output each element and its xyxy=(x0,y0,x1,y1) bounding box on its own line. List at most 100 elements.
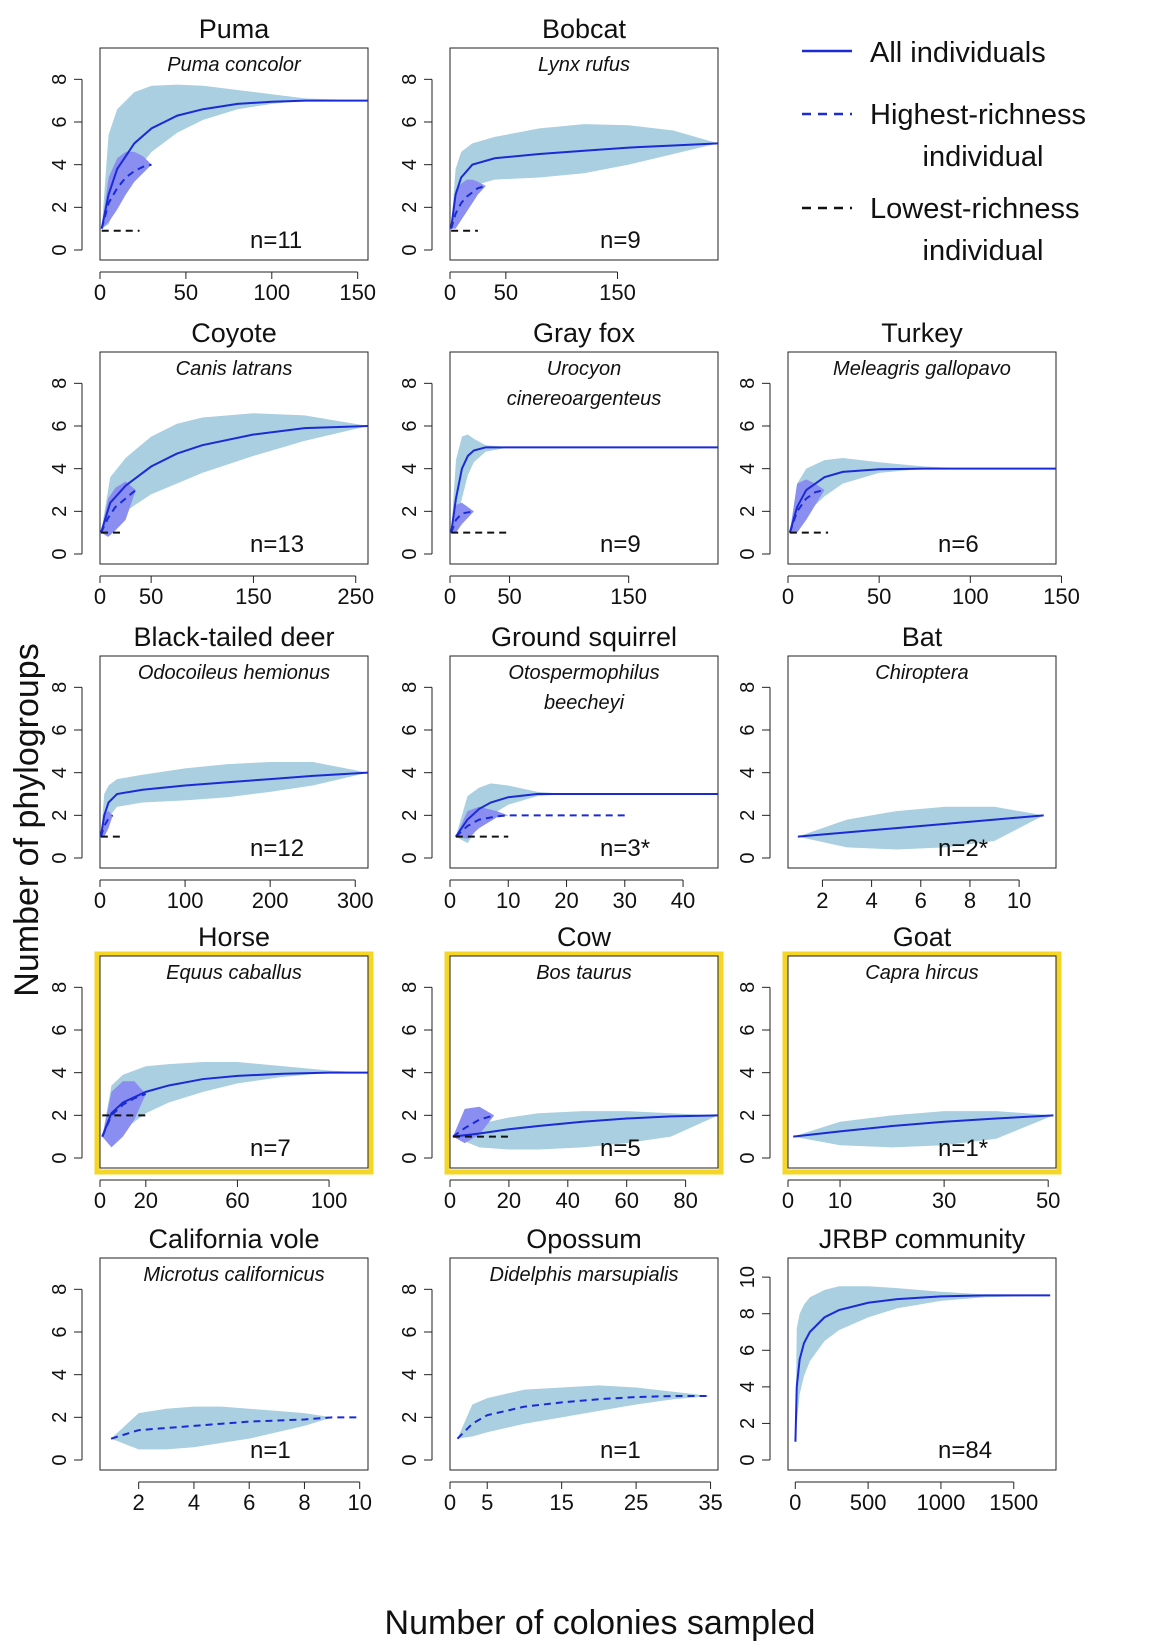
sample-size-label: n=12 xyxy=(250,835,304,862)
all-individuals-line xyxy=(788,467,1056,533)
panel-subtitle: Chiroptera xyxy=(875,662,968,684)
x-tick-label: 50 xyxy=(867,584,891,609)
highest-richness-line xyxy=(100,489,137,534)
panel-subtitle: beecheyi xyxy=(544,692,625,714)
plot-frame xyxy=(449,351,719,565)
y-tick-label: 4 xyxy=(49,1067,71,1078)
y-tick-label: 0 xyxy=(737,852,759,863)
x-tick-label: 150 xyxy=(610,584,647,609)
x-tick-label: 10 xyxy=(347,1490,371,1515)
highest-richness-band xyxy=(451,502,474,533)
all-individuals-line xyxy=(450,142,719,229)
panel-subtitle: Equus caballus xyxy=(166,962,302,984)
x-tick-label: 8 xyxy=(964,888,976,913)
panel-title: Opossum xyxy=(526,1224,642,1254)
y-tick-label: 8 xyxy=(399,1284,421,1295)
panel-bat: Bat Chiroptera n=2* 0 2 4 6 8 2 4 6 8 10 xyxy=(737,622,1057,913)
panel-subtitle: Odocoileus hemionus xyxy=(138,662,330,684)
y-tick-label: 2 xyxy=(737,810,759,821)
y-tick-label: 4 xyxy=(399,463,421,474)
y-tick-label: 0 xyxy=(737,1152,759,1163)
x-tick-label: 150 xyxy=(235,584,272,609)
y-tick-label: 2 xyxy=(399,506,421,517)
x-tick-label: 2 xyxy=(133,1490,145,1515)
y-tick-label: 8 xyxy=(49,982,71,993)
y-tick-label: 6 xyxy=(737,724,759,735)
y-tick-label: 0 xyxy=(49,1152,71,1163)
x-tick-label: 20 xyxy=(554,888,578,913)
sample-size-label: n=7 xyxy=(250,1135,291,1162)
panel-goat: Goat Capra hircus n=1* 0 2 4 6 8 0 10 30 50 xyxy=(737,922,1062,1213)
x-tick-label: 100 xyxy=(167,888,204,913)
y-tick-label: 8 xyxy=(49,74,71,85)
y-tick-label: 6 xyxy=(399,1326,421,1337)
x-tick-label: 150 xyxy=(339,280,376,305)
all-individuals-line xyxy=(794,1294,1051,1442)
x-tick-label: 0 xyxy=(789,1490,801,1515)
highest-richness-line xyxy=(456,1395,711,1440)
x-tick-label: 10 xyxy=(496,888,520,913)
panel-turkey: Turkey Meleagris gallopavo n=6 0 2 4 6 8 0 50 100 1… xyxy=(737,318,1080,609)
y-tick-label: 2 xyxy=(399,202,421,213)
all-individuals-band xyxy=(102,1062,369,1146)
sample-size-label: n=11 xyxy=(250,227,302,254)
legend-high-label-1: Highest-richness xyxy=(870,99,1086,131)
sample-size-label: n=3* xyxy=(600,835,650,862)
x-tick-label: 50 xyxy=(174,280,198,305)
legend-high-label-2: individual xyxy=(923,141,1044,173)
x-tick-label: 200 xyxy=(252,888,289,913)
y-tick-label: 2 xyxy=(49,1110,71,1121)
y-tick-label: 8 xyxy=(399,378,421,389)
x-tick-label: 40 xyxy=(556,1188,580,1213)
x-tick-label: 100 xyxy=(253,280,290,305)
legend-low-label-1: Lowest-richness xyxy=(870,193,1080,225)
y-tick-label: 4 xyxy=(399,767,421,778)
highest-richness-band xyxy=(451,179,486,229)
y-tick-label: 4 xyxy=(737,463,759,474)
panel-jrbp-community: JRBP community n=84 0 2 4 6 8 10 0 500 1000 1500 xyxy=(737,1224,1057,1515)
sample-size-label: n=6 xyxy=(938,531,979,558)
x-tick-label: 300 xyxy=(337,888,374,913)
legend-low-label-2: individual xyxy=(923,235,1044,267)
plot-frame xyxy=(449,1257,719,1471)
all-individuals-band xyxy=(793,1111,1054,1148)
y-tick-label: 2 xyxy=(49,1412,71,1423)
highlight-frame xyxy=(444,951,724,1175)
y-tick-label: 6 xyxy=(737,1024,759,1035)
sample-size-label: n=5 xyxy=(600,1135,641,1162)
x-tick-label: 500 xyxy=(850,1490,887,1515)
panel-subtitle: Canis latrans xyxy=(176,358,293,380)
x-tick-label: 10 xyxy=(1007,888,1031,913)
x-tick-label: 5 xyxy=(481,1490,493,1515)
sample-size-label: n=2* xyxy=(938,835,988,862)
y-axis-title: Number of phylogroups xyxy=(8,643,46,996)
x-tick-label: 2 xyxy=(816,888,828,913)
x-tick-label: 100 xyxy=(952,584,989,609)
plot-frame xyxy=(787,351,1057,565)
y-tick-label: 6 xyxy=(49,420,71,431)
sample-size-label: n=9 xyxy=(600,531,641,558)
highest-richness-line xyxy=(101,1093,147,1138)
all-individuals-band xyxy=(451,434,718,533)
y-tick-label: 8 xyxy=(737,378,759,389)
panel-title: Black-tailed deer xyxy=(133,622,334,652)
y-tick-label: 0 xyxy=(49,1454,71,1465)
y-tick-label: 0 xyxy=(49,244,71,255)
y-tick-label: 0 xyxy=(399,1454,421,1465)
y-tick-label: 4 xyxy=(49,159,71,170)
panel-ground-squirrel: Ground squirrel Otospermophilus beecheyi n=… xyxy=(399,622,719,913)
panel-title: JRBP community xyxy=(819,1224,1026,1254)
all-individuals-band xyxy=(101,413,369,533)
x-tick-label: 6 xyxy=(915,888,927,913)
all-individuals-band xyxy=(797,806,1044,850)
x-tick-label: 50 xyxy=(1036,1188,1060,1213)
panel-subtitle: Bos taurus xyxy=(536,962,632,984)
highest-richness-band xyxy=(452,1106,495,1144)
y-tick-label: 8 xyxy=(399,982,421,993)
panel-title: Gray fox xyxy=(533,318,636,348)
panel-title: Puma xyxy=(199,14,271,44)
x-tick-label: 50 xyxy=(139,584,163,609)
y-tick-label: 8 xyxy=(737,1308,759,1319)
x-tick-label: 0 xyxy=(444,1188,456,1213)
